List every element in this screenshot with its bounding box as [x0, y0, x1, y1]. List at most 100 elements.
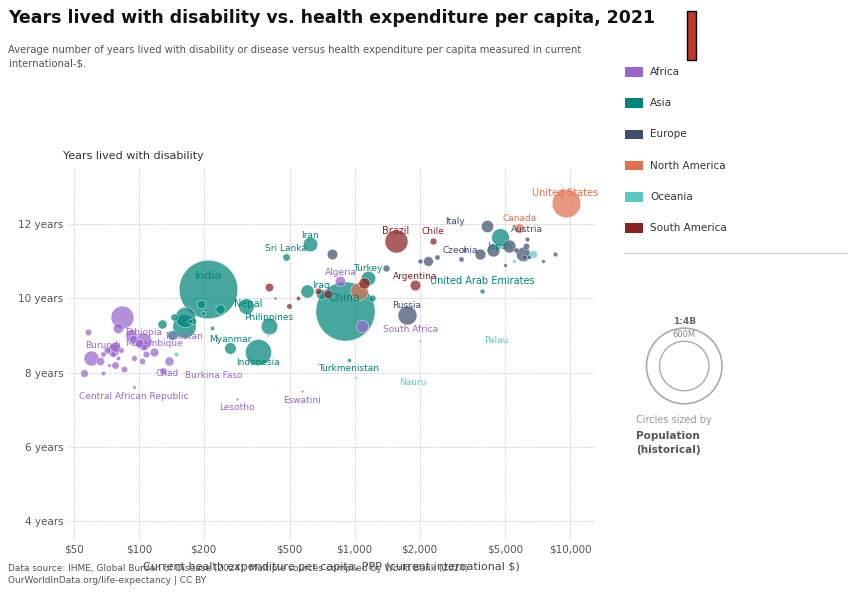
Point — [115, 346, 128, 355]
Point — [426, 236, 439, 245]
Text: Indonesia: Indonesia — [235, 358, 280, 367]
Point — [240, 301, 253, 310]
Point — [320, 290, 334, 299]
Text: Nepal: Nepal — [234, 299, 262, 309]
Text: 1:4B: 1:4B — [672, 317, 696, 326]
Text: Austria: Austria — [511, 225, 543, 234]
Text: Burundi: Burundi — [85, 341, 121, 350]
Point — [128, 353, 141, 362]
Text: Pakistan: Pakistan — [165, 332, 203, 341]
Text: Africa: Africa — [650, 67, 680, 77]
Point — [413, 256, 427, 266]
Text: Central African Republic: Central African Republic — [79, 392, 189, 401]
Text: Ethiopia: Ethiopia — [125, 328, 162, 337]
Point — [251, 347, 264, 357]
Text: Sri Lanka: Sri Lanka — [265, 244, 307, 253]
Text: Years lived with disability vs. health expenditure per capita, 2021: Years lived with disability vs. health e… — [8, 9, 655, 27]
Point — [106, 346, 120, 355]
Point — [292, 293, 305, 303]
Text: Circles sized by: Circles sized by — [636, 415, 711, 425]
Point — [301, 286, 314, 296]
Text: Algeria: Algeria — [325, 268, 356, 277]
Point — [314, 290, 328, 299]
Point — [124, 331, 138, 340]
Text: Eswatini: Eswatini — [283, 395, 320, 404]
Point — [355, 322, 369, 331]
Text: Myanmar: Myanmar — [209, 335, 252, 344]
Point — [454, 254, 468, 264]
Point — [338, 307, 352, 316]
Text: Europe: Europe — [650, 130, 687, 139]
Text: in Data: in Data — [746, 43, 789, 53]
Point — [84, 353, 98, 362]
Text: Mozambique: Mozambique — [126, 338, 183, 347]
Text: Asia: Asia — [650, 98, 672, 108]
Point — [282, 301, 296, 310]
Point — [116, 364, 130, 374]
Point — [493, 232, 507, 242]
Text: Burkina Faso: Burkina Faso — [185, 371, 242, 380]
FancyBboxPatch shape — [687, 11, 696, 60]
Point — [413, 336, 427, 346]
Point — [109, 361, 122, 370]
Text: Argentina: Argentina — [393, 272, 437, 281]
Point — [473, 249, 486, 259]
Point — [430, 253, 444, 262]
Point — [502, 241, 516, 251]
Point — [456, 245, 470, 254]
Text: United States: United States — [532, 188, 598, 198]
Text: Years lived with disability: Years lived with disability — [63, 151, 203, 161]
Point — [184, 316, 197, 325]
Point — [262, 282, 275, 292]
Point — [312, 286, 326, 296]
Point — [475, 286, 489, 296]
Point — [186, 316, 200, 325]
Text: 600M: 600M — [672, 330, 696, 339]
Point — [388, 236, 402, 245]
Text: Italy: Italy — [445, 217, 465, 226]
Point — [349, 373, 363, 383]
Text: Our World: Our World — [738, 23, 797, 33]
Point — [487, 245, 501, 254]
Point — [230, 394, 244, 403]
Point — [548, 249, 562, 259]
Point — [195, 299, 208, 308]
Text: Turkmenistan: Turkmenistan — [318, 364, 379, 373]
Text: United Arab Emirates: United Arab Emirates — [430, 276, 535, 286]
Point — [269, 293, 282, 303]
Text: India: India — [195, 271, 222, 281]
Point — [526, 249, 540, 259]
Point — [342, 355, 355, 364]
Text: Average number of years lived with disability or disease versus health expenditu: Average number of years lived with disab… — [8, 45, 581, 69]
Text: Russia: Russia — [393, 301, 422, 310]
Text: Data source: IHME, Global Burden of Disease (2024); Multiple sources compiled by: Data source: IHME, Global Burden of Dise… — [8, 564, 469, 585]
Point — [162, 356, 176, 366]
Point — [400, 310, 414, 320]
Point — [520, 234, 534, 244]
Text: Iraq: Iraq — [312, 281, 330, 290]
Text: Canada: Canada — [502, 214, 536, 223]
Text: Turkey: Turkey — [353, 264, 382, 273]
Point — [536, 256, 550, 266]
Point — [303, 239, 316, 249]
Point — [509, 245, 523, 254]
Point — [177, 322, 190, 331]
Point — [361, 273, 375, 283]
Point — [77, 368, 91, 377]
Point — [516, 249, 530, 259]
Point — [334, 277, 348, 286]
Point — [111, 353, 125, 362]
Point — [126, 334, 139, 344]
Point — [178, 312, 191, 322]
Point — [379, 263, 393, 273]
Text: Chad: Chad — [156, 369, 179, 378]
Point — [93, 356, 106, 366]
Point — [357, 278, 371, 288]
Point — [106, 349, 120, 359]
Point — [558, 199, 572, 208]
Point — [224, 344, 237, 353]
Text: (historical): (historical) — [636, 445, 700, 455]
Point — [518, 241, 532, 251]
Text: Population: Population — [636, 431, 700, 441]
Point — [513, 223, 526, 232]
